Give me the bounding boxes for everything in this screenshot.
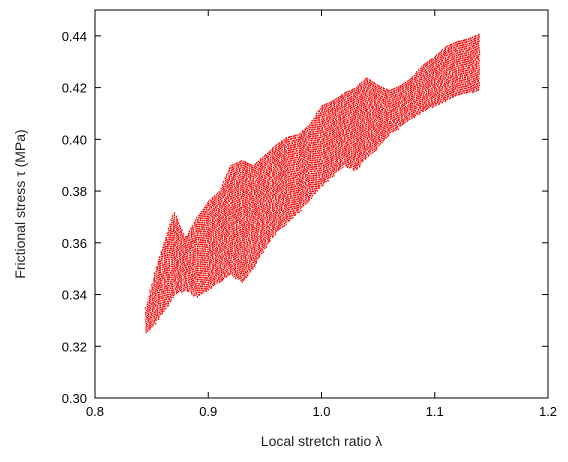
data-points bbox=[144, 33, 481, 334]
